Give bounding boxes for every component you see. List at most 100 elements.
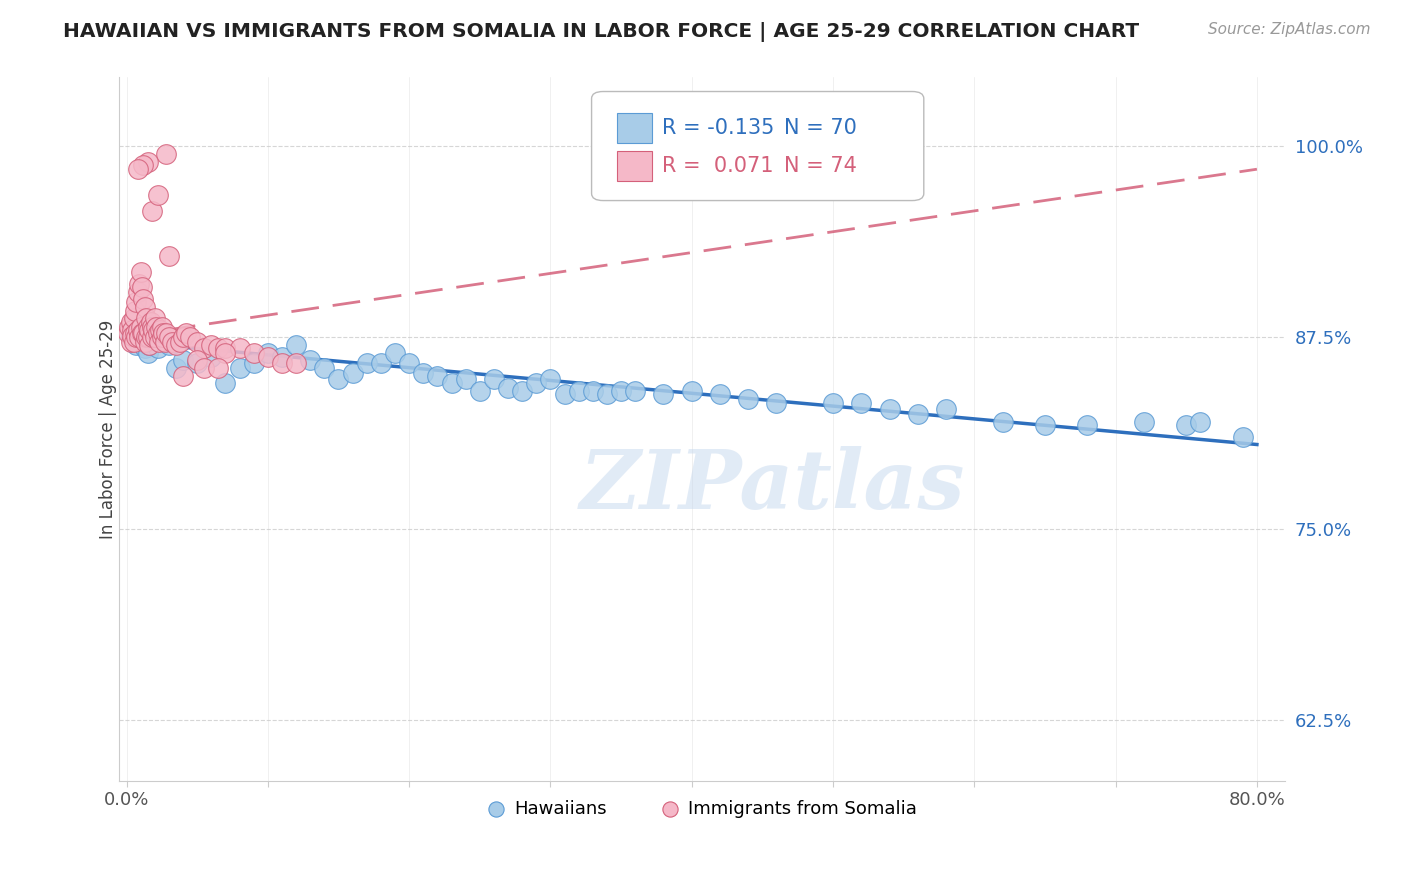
Point <box>214 345 236 359</box>
Point <box>214 376 236 391</box>
Point <box>172 368 194 383</box>
Point <box>314 361 336 376</box>
Point <box>935 402 957 417</box>
Point <box>179 330 201 344</box>
Point <box>157 249 180 263</box>
Point <box>186 334 208 349</box>
Point <box>242 345 264 359</box>
Point <box>524 376 547 391</box>
Point <box>136 330 159 344</box>
Point <box>851 396 873 410</box>
Point <box>193 341 215 355</box>
Point <box>271 351 294 365</box>
Point <box>155 326 177 340</box>
Point <box>412 366 434 380</box>
Point <box>299 353 322 368</box>
Point <box>398 356 420 370</box>
Point <box>907 407 929 421</box>
Point <box>120 329 142 343</box>
Point <box>131 280 153 294</box>
Point <box>118 319 141 334</box>
Point <box>228 361 250 376</box>
Point <box>228 341 250 355</box>
Point <box>138 338 160 352</box>
Point <box>143 330 166 344</box>
Point <box>285 338 308 352</box>
Point <box>610 384 633 398</box>
Point <box>440 376 463 391</box>
Point <box>496 381 519 395</box>
Point <box>186 356 208 370</box>
Point <box>125 330 148 344</box>
Point <box>157 338 180 352</box>
Point <box>128 330 150 344</box>
FancyBboxPatch shape <box>592 92 924 201</box>
Point <box>468 384 491 398</box>
Point <box>124 304 146 318</box>
Point <box>271 356 294 370</box>
Point <box>124 326 146 340</box>
FancyBboxPatch shape <box>617 113 652 143</box>
Point <box>146 341 169 355</box>
Point <box>356 356 378 370</box>
Point <box>129 265 152 279</box>
Point <box>141 326 163 340</box>
Point <box>122 330 145 344</box>
Point <box>150 330 173 344</box>
Point <box>765 396 787 410</box>
Legend: Hawaiians, Immigrants from Somalia: Hawaiians, Immigrants from Somalia <box>481 792 925 825</box>
Point <box>152 326 174 340</box>
Point <box>132 292 155 306</box>
Point <box>172 353 194 368</box>
Point <box>150 319 173 334</box>
Text: R =  0.071: R = 0.071 <box>661 156 773 176</box>
Point <box>128 319 150 334</box>
Point <box>342 366 364 380</box>
Point <box>1133 415 1156 429</box>
Point <box>125 295 148 310</box>
Point <box>426 368 449 383</box>
Point <box>1175 417 1198 432</box>
Point <box>129 326 152 340</box>
Point <box>125 338 148 352</box>
Point <box>141 330 163 344</box>
FancyBboxPatch shape <box>617 152 652 181</box>
Point <box>285 356 308 370</box>
Point <box>134 341 156 355</box>
Point <box>482 372 505 386</box>
Text: ZIPatlas: ZIPatlas <box>579 445 965 525</box>
Point <box>142 323 165 337</box>
Point <box>153 334 176 349</box>
Point <box>145 319 167 334</box>
Text: R = -0.135: R = -0.135 <box>661 118 773 138</box>
Point <box>141 319 163 334</box>
Point <box>165 338 187 352</box>
Point <box>879 402 901 417</box>
Point <box>143 310 166 325</box>
Point <box>1232 430 1254 444</box>
Point <box>510 384 533 398</box>
Point <box>120 315 142 329</box>
Point <box>128 277 150 291</box>
Point <box>200 338 222 352</box>
Text: N = 70: N = 70 <box>785 118 856 138</box>
Point <box>122 334 145 349</box>
Point <box>138 323 160 337</box>
Point <box>121 323 143 337</box>
Point <box>135 330 157 344</box>
Point <box>136 345 159 359</box>
Point <box>454 372 477 386</box>
Point <box>624 384 647 398</box>
Point <box>129 319 152 334</box>
Point <box>135 334 157 349</box>
Text: N = 74: N = 74 <box>785 156 856 176</box>
Text: Source: ZipAtlas.com: Source: ZipAtlas.com <box>1208 22 1371 37</box>
Point <box>709 387 731 401</box>
Point <box>160 334 183 349</box>
Point <box>384 345 406 359</box>
Point <box>991 415 1014 429</box>
Point <box>242 356 264 370</box>
Point <box>157 330 180 344</box>
Point <box>135 310 157 325</box>
Point <box>169 334 191 349</box>
